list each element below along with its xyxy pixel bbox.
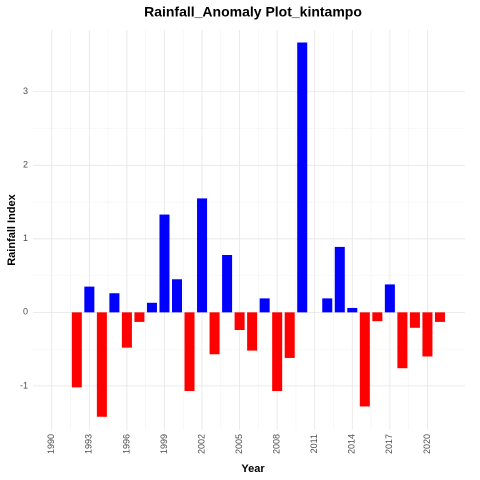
bar	[397, 312, 408, 369]
bar	[422, 312, 433, 357]
bar	[372, 312, 383, 322]
x-tick-label: 2017	[384, 434, 394, 454]
bar	[322, 298, 333, 313]
bar	[334, 246, 345, 313]
bar	[96, 312, 107, 417]
bar	[347, 307, 358, 313]
x-tick-label: 2002	[196, 434, 206, 454]
x-tick-label: 2011	[309, 434, 319, 453]
bar	[209, 312, 220, 355]
bar	[409, 312, 420, 328]
y-tick-label: -1	[20, 380, 28, 390]
bar	[222, 255, 233, 313]
bar	[71, 312, 82, 388]
chart-title: Rainfall_Anomaly Plot_kintampo	[144, 4, 362, 20]
bar	[171, 279, 183, 313]
bar	[84, 286, 95, 313]
y-tick-label: 2	[23, 160, 28, 170]
bar	[434, 312, 445, 322]
bar	[121, 312, 132, 348]
bar	[284, 312, 295, 358]
bar	[247, 312, 258, 351]
x-tick-label: 2008	[272, 434, 282, 454]
y-tick-label: 0	[23, 307, 28, 317]
bar	[259, 298, 270, 313]
bar	[359, 312, 370, 407]
x-tick-label: 2020	[422, 434, 432, 454]
x-tick-label: 1990	[46, 434, 56, 454]
y-axis-title: Rainfall Index	[6, 193, 18, 265]
bar	[384, 284, 395, 313]
y-tick-label: 1	[23, 233, 28, 243]
bar	[297, 42, 308, 313]
x-axis-title: Year	[241, 463, 265, 475]
bar	[272, 312, 283, 392]
x-tick-label: 2014	[347, 434, 357, 454]
bar	[109, 293, 120, 313]
y-tick-label: 3	[23, 86, 28, 96]
bar	[159, 214, 170, 313]
x-tick-label: 1993	[84, 434, 94, 454]
bar	[184, 312, 195, 392]
x-tick-label: 1999	[159, 434, 169, 454]
x-tick-label: 2005	[234, 434, 244, 454]
bar	[146, 302, 157, 313]
x-tick-label: 1996	[121, 434, 131, 454]
bar	[234, 312, 245, 330]
bar	[134, 312, 145, 322]
bar	[197, 198, 208, 313]
